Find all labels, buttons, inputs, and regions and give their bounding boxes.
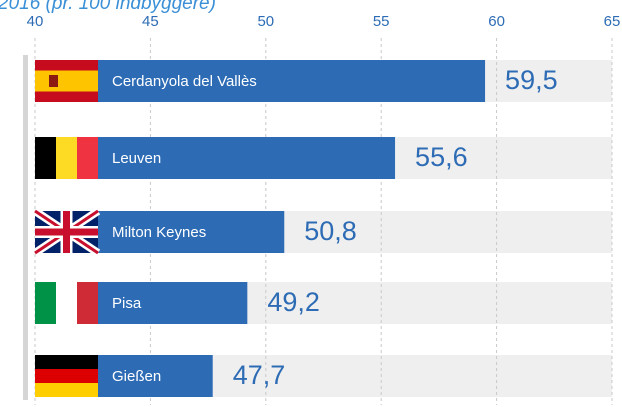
- category-label: Leuven: [112, 150, 161, 167]
- chart-title: 2016 (pr. 100 indbyggere): [0, 0, 216, 14]
- category-label: Cerdanyola del Vallès: [112, 73, 257, 90]
- flag-stripe: [77, 137, 98, 179]
- axis-bar: [23, 55, 28, 400]
- flag: [35, 137, 98, 179]
- flag: [35, 355, 98, 397]
- x-tick-label: 60: [488, 13, 505, 30]
- flag: [32, 207, 101, 257]
- flag-stripe: [35, 383, 98, 397]
- flag-stripe: [35, 355, 98, 369]
- flag-stripe: [35, 369, 98, 383]
- category-label: Pisa: [112, 295, 142, 312]
- bar: [35, 60, 486, 102]
- flag-stripe: [35, 70, 98, 92]
- value-label: 55,6: [415, 142, 468, 172]
- flag-stripe: [77, 282, 98, 324]
- flag-stripe: [56, 137, 77, 179]
- value-label: 47,7: [233, 360, 286, 390]
- x-tick-label: 40: [27, 13, 44, 30]
- value-label: 50,8: [304, 216, 357, 246]
- x-tick-label: 65: [604, 13, 621, 30]
- flag-cross: [35, 211, 98, 253]
- flag-emblem: [49, 75, 58, 87]
- flag: [35, 282, 98, 324]
- category-label: Milton Keynes: [112, 224, 206, 241]
- x-tick-label: 45: [142, 13, 159, 30]
- flag-stripe: [56, 282, 77, 324]
- flag-stripe: [35, 282, 56, 324]
- value-label: 49,2: [267, 287, 320, 317]
- x-tick-label: 50: [257, 13, 274, 30]
- x-tick-label: 55: [373, 13, 390, 30]
- category-label: Gießen: [112, 368, 161, 385]
- value-label: 59,5: [505, 65, 558, 95]
- flag-stripe: [35, 137, 56, 179]
- flag: [35, 60, 98, 102]
